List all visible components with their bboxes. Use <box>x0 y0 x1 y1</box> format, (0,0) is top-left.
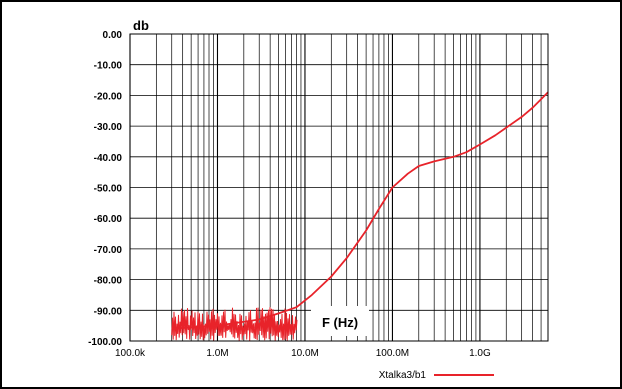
y-axis-label: db <box>133 18 149 33</box>
y-tick-label: -10.00 <box>94 61 123 72</box>
y-tick-labels: 0.00 -10.00 -20.00 -30.00 -40.00 -50.00 -60.00… <box>88 30 122 348</box>
y-tick-label: -20.00 <box>94 91 123 102</box>
y-tick-label: -80.00 <box>94 276 123 287</box>
series-line-xtalka3-b1 <box>171 91 549 330</box>
y-tick-label: -30.00 <box>94 122 123 133</box>
noise-floor-trace <box>171 307 298 341</box>
x-tick-label: 1.0G <box>469 348 491 359</box>
x-tick-label: 100.0M <box>376 348 409 359</box>
legend-entry-label: Xtalka3/b1 <box>379 370 427 381</box>
y-tick-label: -50.00 <box>94 184 123 195</box>
y-tick-label: -70.00 <box>94 245 123 256</box>
y-tick-label: -90.00 <box>94 306 123 317</box>
x-tick-labels: 100.0k 1.0M 10.0M 100.0M 1.0G <box>115 348 491 359</box>
noise-band <box>171 307 298 341</box>
series-group <box>171 91 549 330</box>
x-tick-label: 10.0M <box>291 348 319 359</box>
x-tick-label: 100.0k <box>115 348 146 359</box>
y-tick-label: 0.00 <box>103 30 123 41</box>
x-tick-label: 1.0M <box>206 348 228 359</box>
y-tick-label: -100.00 <box>88 337 122 348</box>
y-tick-label: -40.00 <box>94 153 123 164</box>
plot-border <box>129 33 549 342</box>
x-axis-label: F (Hz) <box>322 315 358 330</box>
x-axis-label-box <box>311 306 369 336</box>
y-tick-label: -60.00 <box>94 214 123 225</box>
